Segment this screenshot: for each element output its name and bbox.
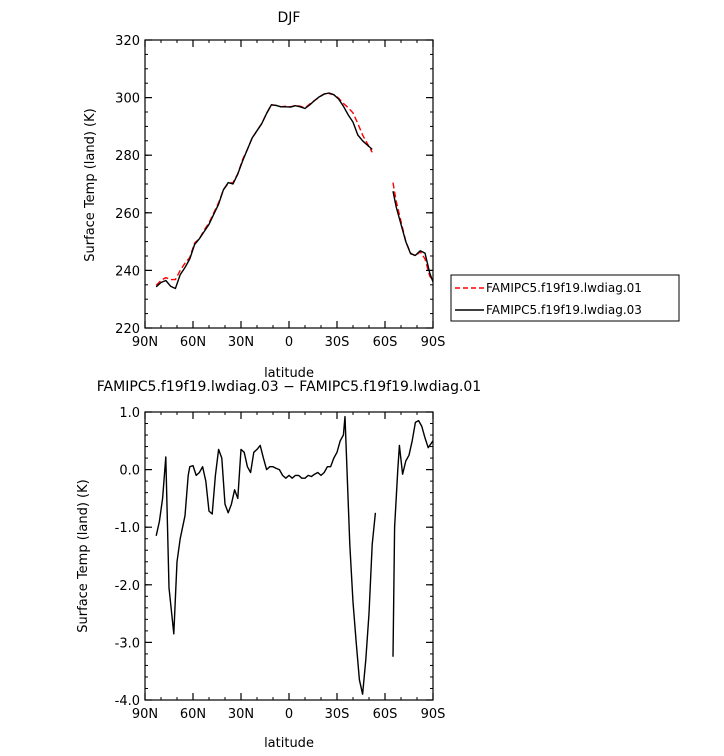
legend-label-series-03: FAMIPC5.f19f19.lwdiag.03 (486, 303, 642, 317)
bottom-y-tick-label: 0.0 (119, 464, 140, 479)
bottom-y-tick-label: -4.0 (115, 694, 140, 709)
top-y-tick-label: 280 (115, 149, 140, 164)
bottom-series-0-line-segment-0 (155, 415, 377, 695)
top-lines (155, 92, 434, 290)
bottom-y-tick-label: -3.0 (115, 636, 140, 651)
top-y-tick-label: 320 (115, 34, 140, 49)
legend-box (450, 274, 680, 322)
top-x-tick-label: 60S (373, 335, 398, 350)
bottom-panel: FAMIPC5.f19f19.lwdiag.03 − FAMIPC5.f19f1… (76, 379, 481, 751)
top-series-0-line-segment-1 (392, 182, 434, 281)
top-y-axis-label: Surface Temp (land) (K) (83, 108, 98, 261)
bottom-y-tick-label: 1.0 (119, 406, 140, 421)
top-x-tick-label: 90N (132, 335, 158, 350)
bottom-x-tick-label: 60N (180, 707, 206, 722)
bottom-y-tick-label: -1.0 (115, 521, 140, 536)
legend-label-series-01: FAMIPC5.f19f19.lwdiag.01 (486, 281, 642, 295)
bottom-x-tick-label: 30S (325, 707, 350, 722)
top-y-tick-label: 260 (115, 207, 140, 222)
bottom-x-tick-label: 0 (285, 707, 293, 722)
bottom-series-0-line-segment-1 (392, 419, 434, 657)
bottom-plot-frame (144, 411, 434, 701)
bottom-ticks: 90N 60N 30N 0 30S 60S 90S 1.0 0.0 -1.0 -2.0 -3.0 -4.… (115, 406, 446, 722)
top-plot-frame (144, 39, 434, 329)
top-x-axis-label: latitude (264, 366, 314, 381)
top-y-tick-label: 300 (115, 92, 140, 107)
legend: FAMIPC5.f19f19.lwdiag.01 FAMIPC5.f19f19.… (450, 274, 680, 322)
bottom-x-axis-label: latitude (264, 736, 314, 751)
bottom-lines (155, 415, 434, 695)
bottom-y-tick-label: -2.0 (115, 579, 140, 594)
bottom-x-tick-label: 90S (421, 707, 446, 722)
top-x-tick-label: 30S (325, 335, 350, 350)
bottom-x-tick-label: 30N (228, 707, 254, 722)
top-x-tick-label: 90S (421, 335, 446, 350)
top-series-0-line-segment-0 (155, 92, 373, 286)
top-x-tick-label: 30N (228, 335, 254, 350)
top-series-1-line-segment-0 (155, 92, 373, 290)
top-panel: DJF Surface Temp (land) (K) latitude 90N… (83, 10, 445, 381)
bottom-y-axis-label: Surface Temp (land) (K) (76, 479, 91, 632)
top-x-tick-label: 0 (285, 335, 293, 350)
bottom-x-tick-label: 90N (132, 707, 158, 722)
bottom-chart-title: FAMIPC5.f19f19.lwdiag.03 − FAMIPC5.f19f1… (97, 379, 481, 395)
top-x-tick-label: 60N (180, 335, 206, 350)
top-ticks: 90N 60N 30N 0 30S 60S 90S 220 240 260 280 300 320 (115, 34, 445, 350)
top-y-tick-label: 240 (115, 264, 140, 279)
top-chart-title: DJF (278, 10, 301, 26)
top-y-tick-label: 220 (115, 322, 140, 337)
bottom-x-tick-label: 60S (373, 707, 398, 722)
top-series-1-line-segment-1 (392, 191, 434, 283)
